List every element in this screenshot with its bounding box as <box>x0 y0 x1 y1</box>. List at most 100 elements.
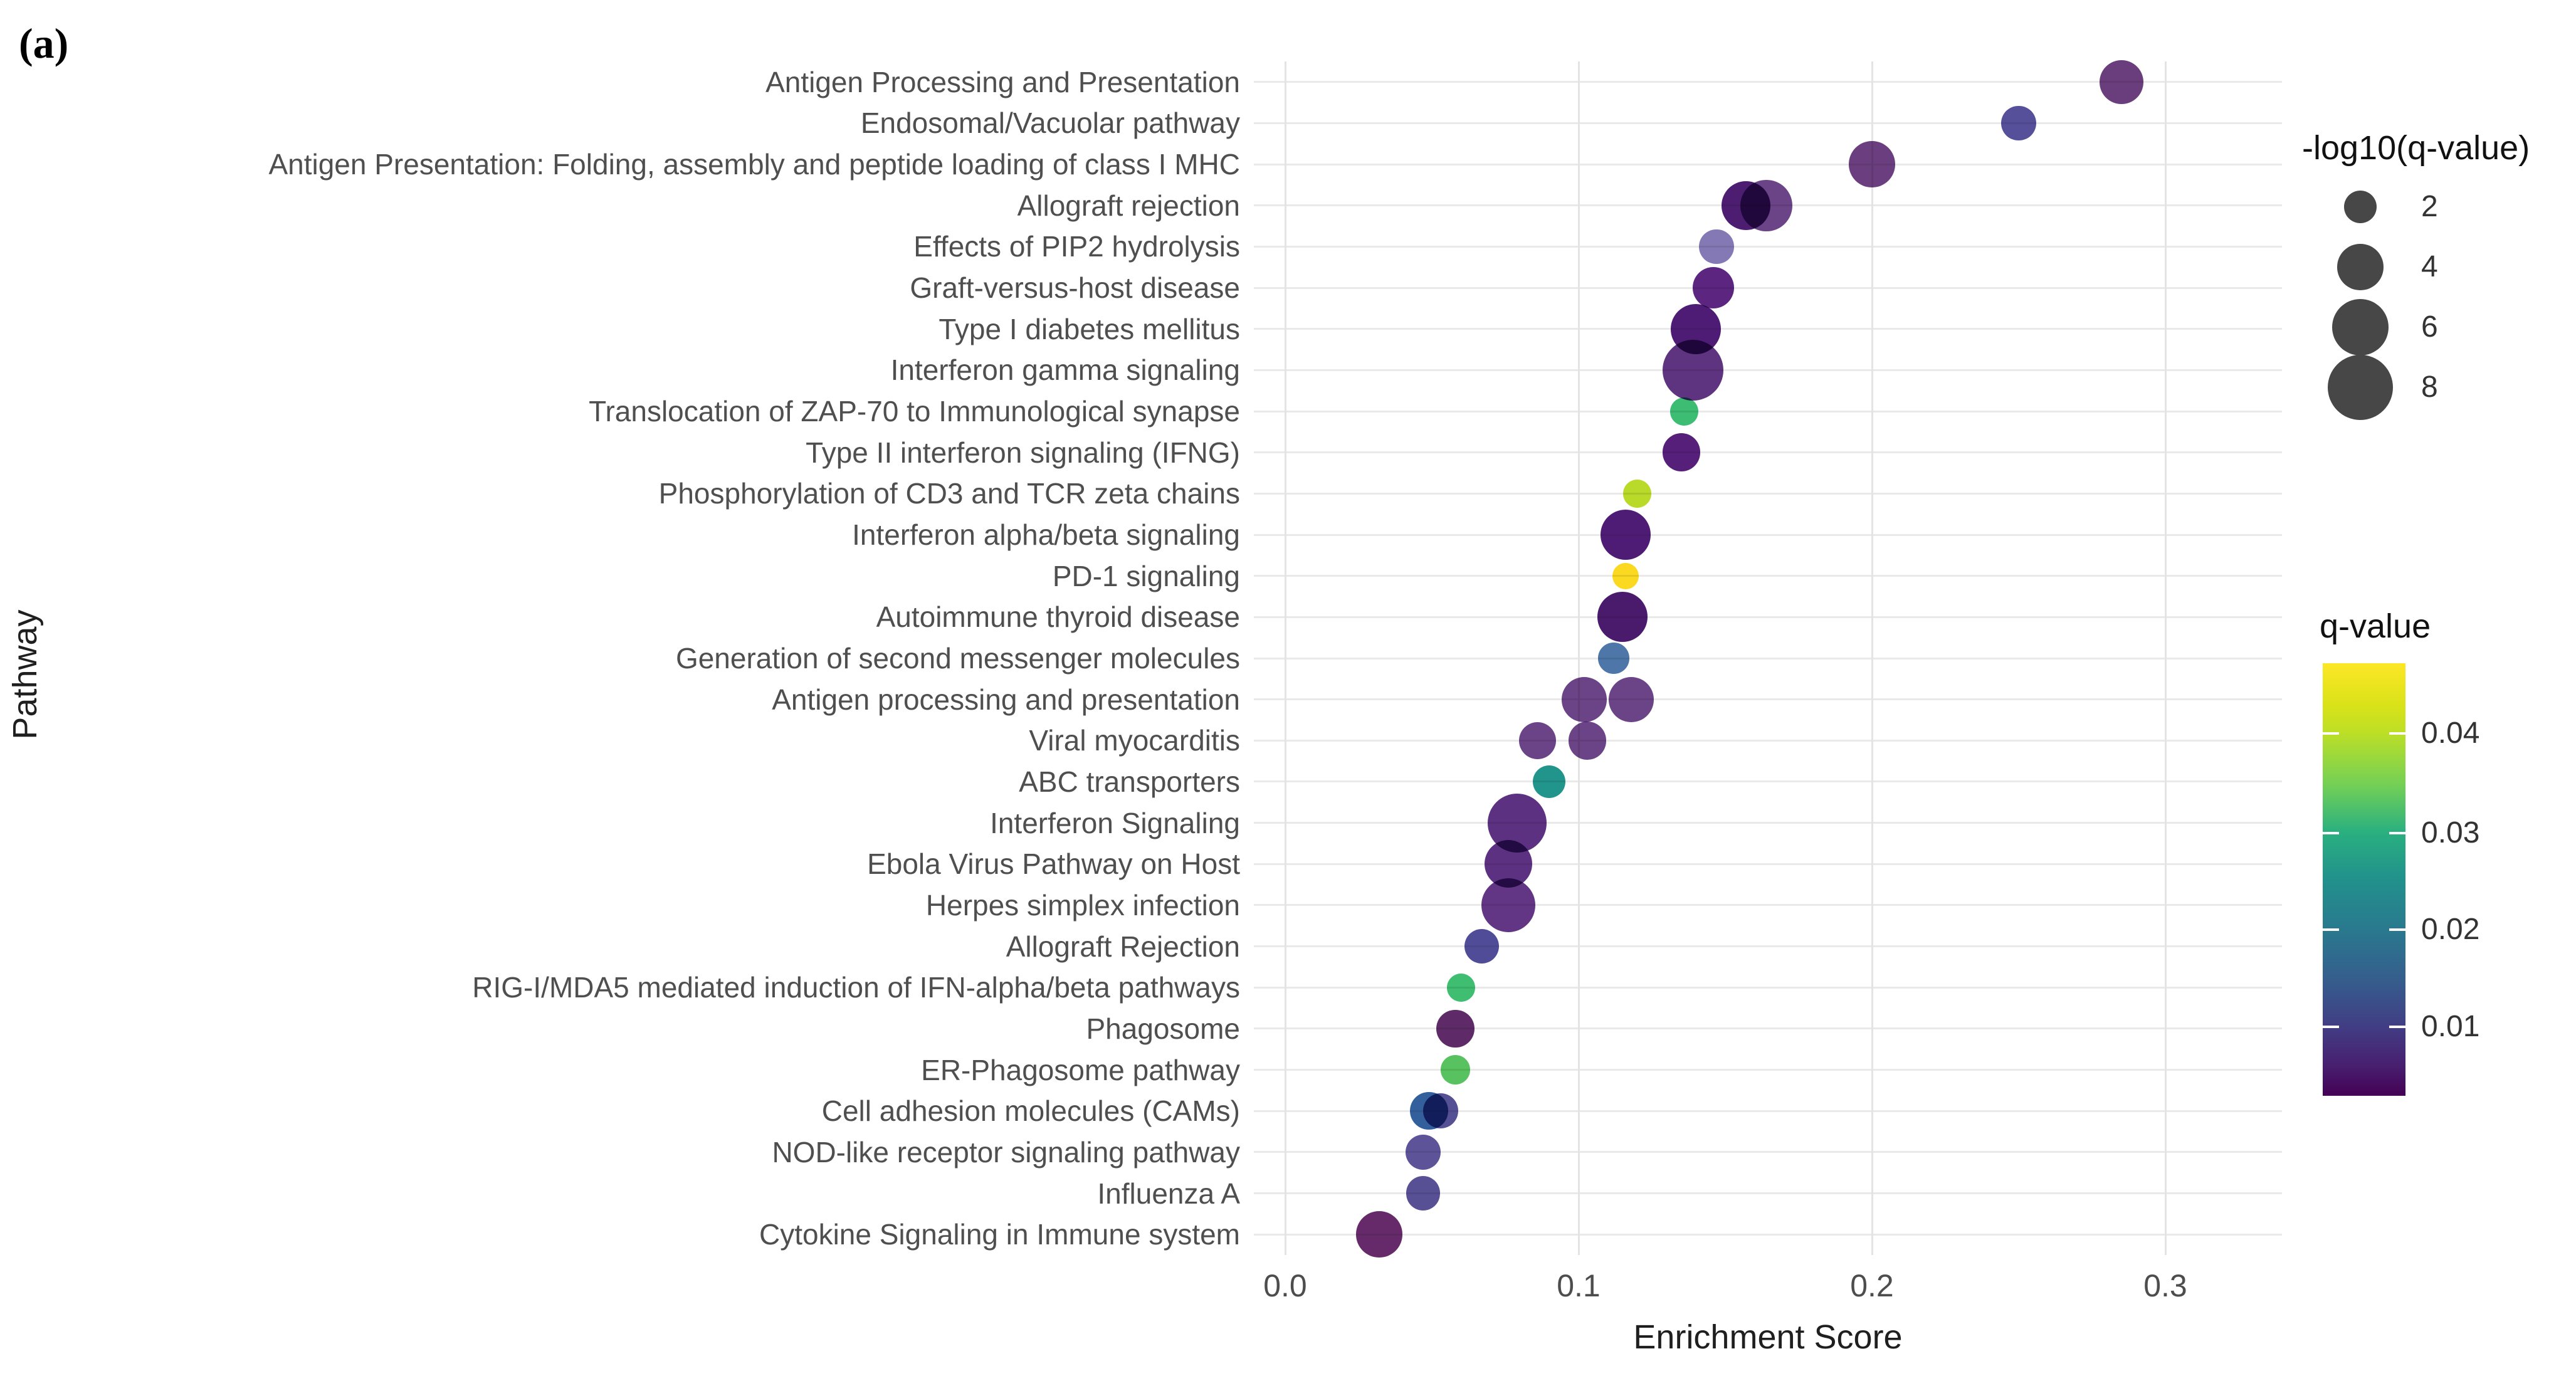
y-gridline <box>1254 122 2282 124</box>
size-legend-circle <box>2343 190 2377 223</box>
y-gridline <box>1254 533 2282 536</box>
color-legend-gradient-bar <box>2323 663 2405 1096</box>
color-legend-tick-label: 0.01 <box>2421 1009 2480 1043</box>
bubble <box>1406 1176 1441 1211</box>
bubble <box>1597 592 1648 643</box>
y-axis-label: Interferon Signaling <box>990 806 1240 839</box>
y-gridline <box>1254 1027 2282 1030</box>
x-gridline <box>2164 61 2167 1255</box>
x-axis-title: Enrichment Score <box>1633 1318 1903 1356</box>
color-legend-tick-label: 0.02 <box>2421 913 2480 947</box>
y-axis-label: Interferon gamma signaling <box>890 354 1240 387</box>
y-gridline <box>1254 616 2282 618</box>
y-gridline <box>1254 739 2282 742</box>
x-axis-tick-label: 0.1 <box>1557 1268 1601 1303</box>
size-legend-value: 6 <box>2421 310 2438 344</box>
y-gridline <box>1254 410 2282 412</box>
color-legend-title: q-value <box>2320 607 2431 645</box>
x-gridline <box>1871 61 1873 1255</box>
bubble <box>1612 562 1639 589</box>
bubble <box>1518 722 1557 759</box>
y-gridline <box>1254 492 2282 495</box>
y-axis-label: Phagosome <box>1086 1012 1241 1045</box>
color-legend-tick <box>2389 928 2405 932</box>
bubble <box>1598 643 1629 674</box>
bubble <box>1693 267 1735 309</box>
x-axis-tick-label: 0.2 <box>1850 1268 1894 1303</box>
y-axis-label: Antigen Processing and Presentation <box>765 65 1240 98</box>
y-axis-label: Viral myocarditis <box>1029 724 1240 757</box>
y-axis-label: Phosphorylation of CD3 and TCR zeta chai… <box>658 477 1240 510</box>
y-axis-label: ER-Phagosome pathway <box>921 1053 1240 1086</box>
y-gridline <box>1254 945 2282 948</box>
y-gridline <box>1254 986 2282 989</box>
size-legend-value: 2 <box>2421 190 2438 223</box>
y-axis-label: Generation of second messenger molecules <box>675 642 1240 675</box>
bubble <box>1562 676 1607 722</box>
x-gridline <box>1284 61 1286 1255</box>
y-axis-label: Endosomal/Vacuolar pathway <box>860 107 1240 140</box>
y-gridline <box>1254 1233 2282 1236</box>
color-legend-tick <box>2389 732 2405 735</box>
size-legend-value: 4 <box>2421 250 2438 283</box>
y-axis-label: Antigen Presentation: Folding, assembly … <box>268 148 1240 181</box>
y-axis-title: Pathway <box>6 609 44 740</box>
x-axis-tick-label: 0.3 <box>2143 1268 2187 1303</box>
y-axis-label: Allograft Rejection <box>1006 930 1240 963</box>
y-axis-label: ABC transporters <box>1019 765 1240 798</box>
bubble <box>2001 105 2036 141</box>
y-axis-label: Effects of PIP2 hydrolysis <box>913 230 1240 263</box>
y-gridline <box>1254 163 2282 165</box>
y-axis-label: Antigen processing and presentation <box>772 683 1240 716</box>
bubble <box>1609 676 1654 722</box>
y-axis-label: PD-1 signaling <box>1052 559 1240 592</box>
bubble <box>1721 181 1770 230</box>
bubble <box>1406 1134 1441 1170</box>
x-gridline <box>1577 61 1580 1255</box>
y-axis-label: Cell adhesion molecules (CAMs) <box>821 1095 1240 1128</box>
bubble <box>1436 1009 1475 1048</box>
bubble <box>1849 141 1895 187</box>
y-gridline <box>1254 286 2282 289</box>
y-axis-label: Herpes simplex infection <box>925 888 1240 922</box>
x-axis-tick-label: 0.0 <box>1263 1268 1307 1303</box>
y-gridline <box>1254 904 2282 906</box>
y-axis-label: Influenza A <box>1097 1177 1240 1210</box>
y-axis-label: Interferon alpha/beta signaling <box>852 518 1240 552</box>
y-gridline <box>1254 657 2282 659</box>
y-gridline <box>1254 245 2282 248</box>
color-legend-tick <box>2323 732 2339 735</box>
y-axis-label: Autoimmune thyroid disease <box>876 601 1240 634</box>
bubble <box>1447 973 1476 1002</box>
y-axis-label: Ebola Virus Pathway on Host <box>867 848 1240 881</box>
figure-label: (a) <box>19 19 69 67</box>
y-axis-label: Graft-versus-host disease <box>910 271 1240 305</box>
bubble <box>1699 229 1734 265</box>
size-legend-title: -log10(q-value) <box>2302 129 2530 167</box>
y-axis-label: Type I diabetes mellitus <box>938 312 1240 345</box>
y-gridline <box>1254 81 2282 83</box>
y-axis-label: NOD-like receptor signaling pathway <box>772 1135 1240 1169</box>
color-legend-tick-label: 0.03 <box>2421 816 2480 850</box>
y-gridline <box>1254 369 2282 371</box>
y-gridline <box>1254 1110 2282 1112</box>
bubble <box>1669 397 1698 426</box>
plot-panel <box>1254 60 2282 1258</box>
y-gridline <box>1254 328 2282 330</box>
size-legend-circle <box>2327 354 2394 421</box>
color-legend-tick <box>2389 1025 2405 1028</box>
y-gridline <box>1254 780 2282 783</box>
size-legend-circle <box>2337 244 2384 290</box>
y-axis-label: RIG-I/MDA5 mediated induction of IFN-alp… <box>472 971 1240 1004</box>
color-legend-tick-label: 0.04 <box>2421 716 2480 750</box>
bubble <box>1623 479 1652 508</box>
y-axis-label: Translocation of ZAP-70 to Immunological… <box>589 395 1240 428</box>
bubble <box>1600 510 1651 560</box>
bubble <box>2099 60 2143 104</box>
y-gridline <box>1254 575 2282 577</box>
bubble <box>1441 1055 1470 1085</box>
color-legend-tick <box>2323 832 2339 835</box>
y-axis-label: Type II interferon signaling (IFNG) <box>806 436 1240 469</box>
bubble <box>1481 878 1535 933</box>
